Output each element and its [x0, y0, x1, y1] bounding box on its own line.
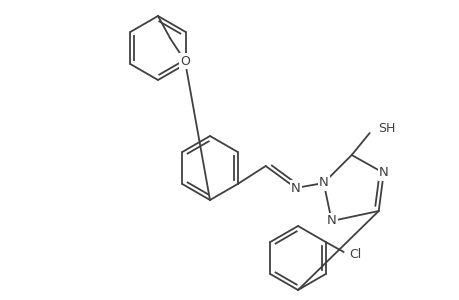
Text: Cl: Cl [349, 248, 361, 260]
Text: N: N [318, 176, 328, 190]
Text: N: N [290, 182, 300, 194]
Text: SH: SH [377, 122, 394, 136]
Text: N: N [378, 167, 388, 179]
Text: N: N [326, 214, 336, 227]
Text: O: O [179, 55, 190, 68]
